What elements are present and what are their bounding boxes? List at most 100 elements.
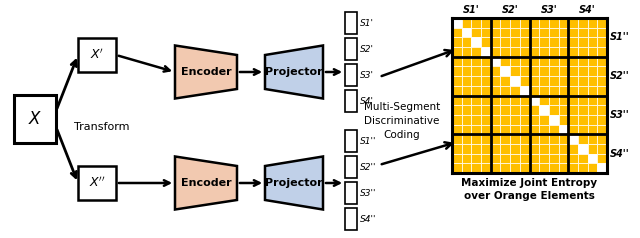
Bar [472,115,481,124]
Bar [539,105,549,115]
Bar [549,144,559,154]
Bar [529,95,539,105]
Bar [588,124,597,134]
Bar [520,144,529,154]
Bar [578,76,588,86]
Bar [452,47,461,57]
Text: Projector: Projector [265,67,323,77]
Bar [491,95,500,105]
Bar [461,57,472,66]
Bar [510,163,520,173]
Bar [529,86,539,95]
Bar [472,86,481,95]
Bar [481,105,491,115]
Bar [452,154,461,163]
Bar [597,47,607,57]
Bar [578,124,588,134]
Text: S3': S3' [360,70,374,79]
Bar [520,115,529,124]
Text: S1'': S1'' [610,32,630,42]
Bar [452,66,461,76]
Bar [461,115,472,124]
Bar [510,105,520,115]
Bar [472,144,481,154]
Text: S3': S3' [541,5,557,15]
Bar [520,47,529,57]
Text: $X$: $X$ [28,110,42,128]
Bar [578,95,588,105]
Bar [461,95,472,105]
Bar [520,124,529,134]
Bar [510,86,520,95]
Text: Multi-Segment
Discriminative
Coding: Multi-Segment Discriminative Coding [364,102,440,140]
Bar [452,115,461,124]
Bar [452,57,461,66]
Bar [578,163,588,173]
Text: Transform: Transform [74,122,129,132]
Bar [549,47,559,57]
Bar [500,66,510,76]
Bar [529,18,539,28]
Bar [472,95,481,105]
Bar [559,144,568,154]
Bar [520,163,529,173]
Bar [568,95,578,105]
Bar [597,66,607,76]
Text: S2'': S2'' [610,71,630,81]
Bar [500,134,510,144]
Bar [597,28,607,37]
Bar [549,95,559,105]
Bar [500,76,510,86]
Bar [588,47,597,57]
Text: S2'': S2'' [360,163,376,172]
Bar [491,47,500,57]
Bar [559,134,568,144]
Bar [578,105,588,115]
Bar [510,57,520,66]
Bar [559,95,568,105]
Bar [559,47,568,57]
Bar [491,76,500,86]
Bar [568,28,578,37]
Text: S2': S2' [502,5,518,15]
Bar [520,134,529,144]
Bar [452,76,461,86]
Bar [539,134,549,144]
Bar [559,66,568,76]
Bar [461,154,472,163]
Bar [510,66,520,76]
Bar [588,144,597,154]
Bar [345,130,357,152]
Bar [559,76,568,86]
Bar [588,18,597,28]
Bar [588,57,597,66]
Bar [549,115,559,124]
Bar [597,95,607,105]
Text: Projector: Projector [265,178,323,188]
Bar [481,115,491,124]
Bar [529,134,539,144]
Bar [529,76,539,86]
Bar [597,163,607,173]
Bar [491,105,500,115]
Bar [529,47,539,57]
Bar [481,163,491,173]
Bar [520,76,529,86]
Text: $X''$: $X''$ [89,176,106,190]
Bar [452,18,461,28]
Bar [491,154,500,163]
Bar [568,163,578,173]
Bar [549,37,559,47]
Bar [481,154,491,163]
Bar [510,154,520,163]
Bar [481,86,491,95]
Bar [568,37,578,47]
Bar [491,18,500,28]
Bar [529,115,539,124]
Bar [452,124,461,134]
Bar [461,163,472,173]
Bar [568,124,578,134]
Text: S1'': S1'' [360,137,376,145]
Bar [529,105,539,115]
Bar [549,124,559,134]
